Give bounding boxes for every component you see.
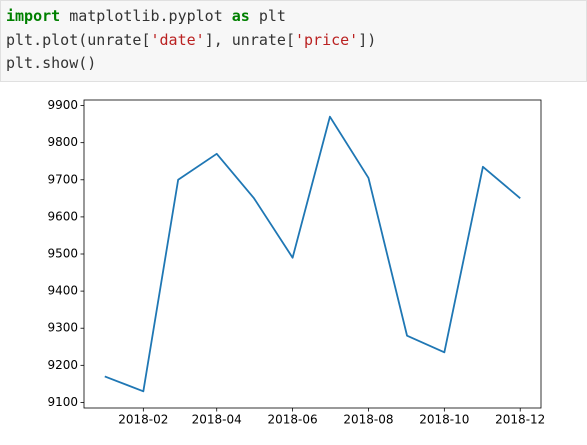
code-line: import matplotlib.pyplot as plt bbox=[6, 7, 286, 25]
y-tick-label: 9400 bbox=[47, 284, 78, 298]
y-tick-label: 9500 bbox=[47, 247, 78, 261]
code-line: plt.show() bbox=[6, 54, 96, 72]
axes-frame bbox=[83, 99, 542, 409]
string: 'price' bbox=[295, 31, 359, 49]
y-tick-label: 9800 bbox=[47, 135, 78, 149]
y-tick-label: 9900 bbox=[47, 98, 78, 112]
code-text: plt.plot(unrate[ bbox=[6, 31, 151, 49]
x-tick-label: 2018-06 bbox=[268, 413, 318, 427]
line bbox=[104, 115, 521, 393]
code-cell: import matplotlib.pyplot as plt plt.plot… bbox=[0, 0, 587, 82]
y-tick-label: 9700 bbox=[47, 172, 78, 186]
code-text: plt bbox=[249, 7, 286, 25]
keyword: as bbox=[231, 7, 250, 25]
y-tick-label: 9200 bbox=[47, 358, 78, 372]
code-text: ]) bbox=[358, 31, 377, 49]
code-text: ], unrate[ bbox=[204, 31, 295, 49]
code-text: matplotlib.pyplot bbox=[60, 7, 232, 25]
x-tick-label: 2018-02 bbox=[118, 413, 168, 427]
x-tick-label: 2018-08 bbox=[343, 413, 393, 427]
y-tick-label: 9300 bbox=[47, 321, 78, 335]
y-tick-label: 9600 bbox=[47, 209, 78, 223]
string: 'date' bbox=[150, 31, 205, 49]
x-tick-label: 2018-12 bbox=[495, 413, 545, 427]
code-line: plt.plot(unrate['date'], unrate['price']… bbox=[6, 31, 376, 49]
code-text: plt.show() bbox=[6, 54, 97, 72]
x-tick-label: 2018-04 bbox=[192, 413, 242, 427]
keyword: import bbox=[6, 7, 61, 25]
x-tick-label: 2018-10 bbox=[419, 413, 469, 427]
y-tick-label: 9100 bbox=[47, 395, 78, 409]
